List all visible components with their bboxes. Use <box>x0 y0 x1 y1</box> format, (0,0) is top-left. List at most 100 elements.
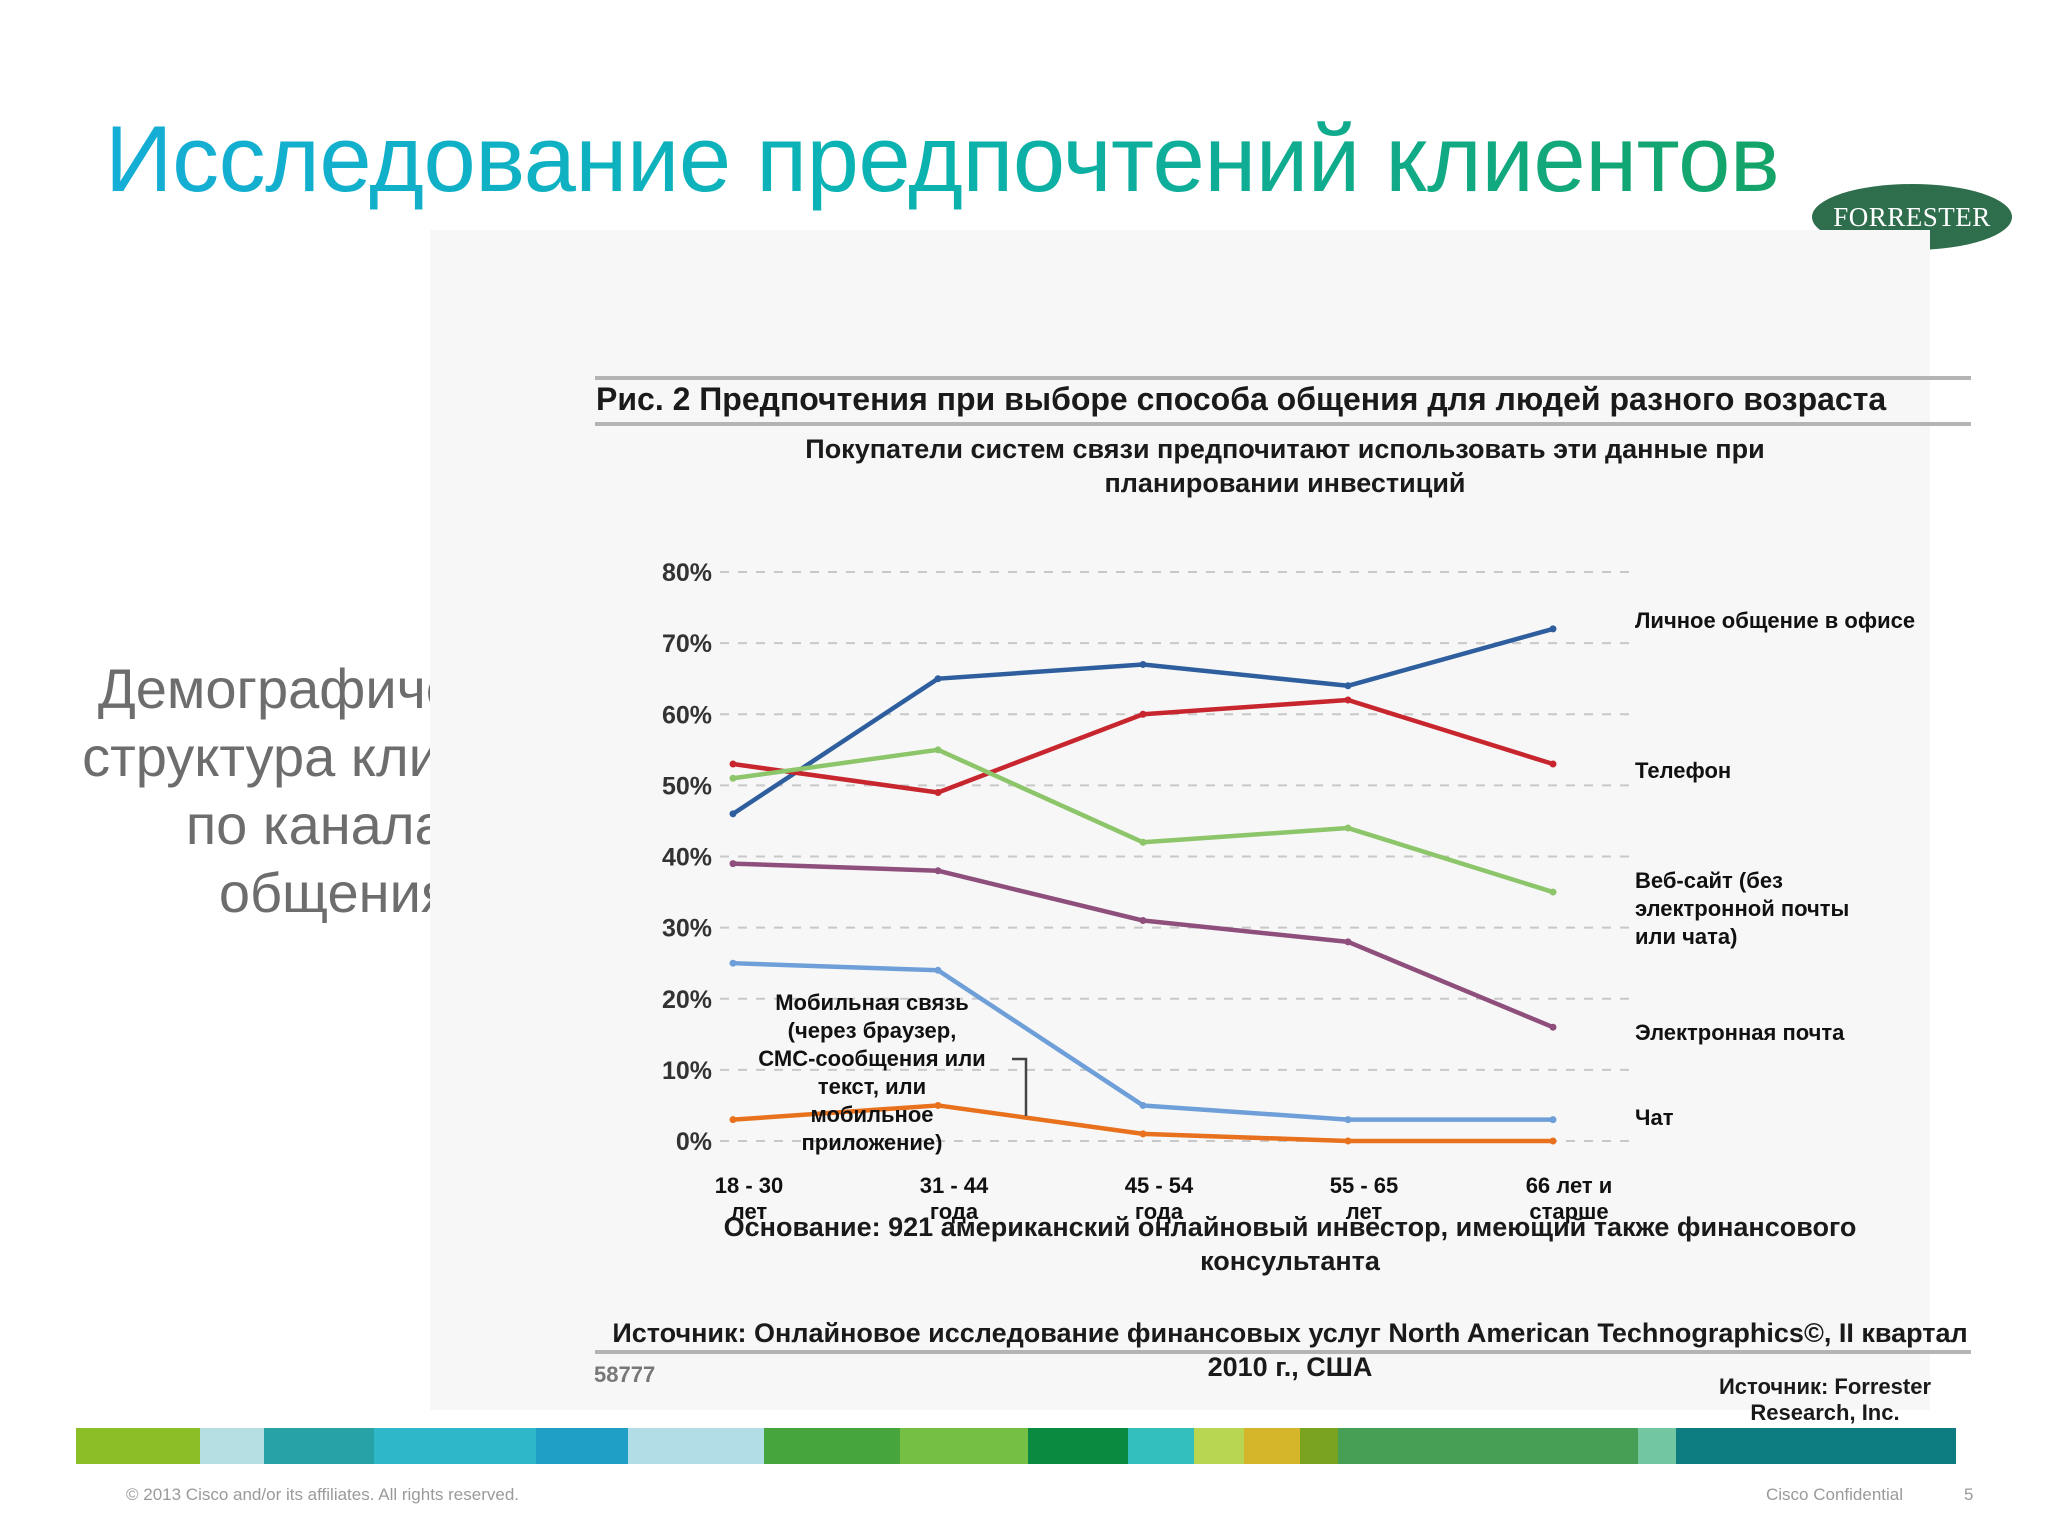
data-point <box>729 774 737 782</box>
y-tick-label: 10% <box>662 1057 712 1085</box>
chart-id: 58777 <box>594 1362 656 1387</box>
figure-subtitle: Покупатели систем связи предпочитают исп… <box>805 434 1765 498</box>
data-point <box>934 867 942 875</box>
x-tick-label-line: 66 лет и <box>1526 1173 1613 1198</box>
color-band-segment <box>1028 1428 1128 1464</box>
data-point <box>1549 760 1557 768</box>
y-tick-label: 60% <box>662 701 712 729</box>
x-tick-label-line: 18 - 30 <box>715 1173 784 1198</box>
series-label-2-line: или чата) <box>1635 924 1737 949</box>
data-point <box>1139 660 1147 668</box>
data-point <box>1549 1137 1557 1145</box>
color-band-segment <box>264 1428 374 1464</box>
color-band-segment <box>1638 1428 1676 1464</box>
color-band-segment <box>536 1428 628 1464</box>
x-tick-label: 31 - 44 года <box>920 1173 989 1224</box>
series-label-4: Чат <box>1635 1105 1674 1130</box>
data-point <box>934 746 942 754</box>
source-credit: Источник: Forrester Research, Inc. <box>1718 1374 1932 1425</box>
data-point <box>1549 888 1557 896</box>
data-point <box>1139 838 1147 846</box>
figure-title-rule <box>595 422 1971 426</box>
color-band-segment <box>628 1428 764 1464</box>
x-tick-label: 45 - 54 года <box>1125 1173 1194 1224</box>
y-tick-label: 20% <box>662 986 712 1014</box>
color-band-segment <box>764 1428 900 1464</box>
series-label-1-line: Телефон <box>1635 758 1731 783</box>
data-point <box>1344 938 1352 946</box>
data-point <box>934 788 942 796</box>
data-point <box>729 959 737 967</box>
data-point <box>934 675 942 683</box>
series-label-2: Веб-сайт (без электронной почты или чата) <box>1635 868 1849 949</box>
y-tick-label: 40% <box>662 844 712 872</box>
series-label-2-line: электронной почты <box>1635 896 1849 921</box>
chart-basis-note: Основание: 921 американский онлайновый и… <box>723 1212 1857 1276</box>
color-band-segment <box>1128 1428 1194 1464</box>
data-point <box>1344 1137 1352 1145</box>
data-point <box>1344 682 1352 690</box>
y-tick-label: 0% <box>676 1128 712 1156</box>
slide-title: Исследование предпочтений клиентов <box>105 106 1780 211</box>
data-point <box>1549 1023 1557 1031</box>
data-point <box>1344 696 1352 704</box>
series-label-5-line: Мобильная связь <box>775 990 969 1015</box>
series-label-3: Электронная почта <box>1635 1020 1845 1045</box>
data-point <box>1139 1130 1147 1138</box>
x-tick-label-line: года <box>1135 1199 1184 1224</box>
series-label-2-line: Веб-сайт (без <box>1635 868 1783 893</box>
x-tick-label-line: лет <box>1346 1199 1383 1224</box>
data-point <box>1549 625 1557 633</box>
color-band-segment <box>1300 1428 1338 1464</box>
footer-confidential: Cisco Confidential <box>1766 1485 1904 1504</box>
mobile-label-bracket <box>1012 1057 1028 1116</box>
series-label-5-line: (через браузер, <box>788 1018 957 1043</box>
x-tick-label: 55 - 65 лет <box>1330 1173 1399 1224</box>
y-tick-label: 70% <box>662 630 712 658</box>
figure-bottom-rule <box>595 1350 1971 1354</box>
data-point <box>1139 917 1147 925</box>
data-point <box>729 810 737 818</box>
series-label-5: Мобильная связь (через браузер, СМС-сообще… <box>758 990 985 1155</box>
series-label-5-line: текст, или <box>818 1074 926 1099</box>
color-band-segment <box>1244 1428 1300 1464</box>
x-tick-label-line: 31 - 44 <box>920 1173 989 1198</box>
x-tick-label-line: 45 - 54 <box>1125 1173 1194 1198</box>
series-label-0-line: Личное общение в офисе <box>1635 608 1915 633</box>
color-band-segment <box>200 1428 264 1464</box>
x-tick-label-line: лет <box>731 1199 768 1224</box>
data-point <box>729 1116 737 1124</box>
chart-source-note: Источник: Онлайновое исследование финанс… <box>612 1318 1968 1382</box>
x-tick-label-line: года <box>930 1199 979 1224</box>
series-line-2 <box>730 747 1556 895</box>
y-tick-label: 50% <box>662 772 712 800</box>
series-label-1: Телефон <box>1635 758 1731 783</box>
figure-top-rule <box>595 376 1971 380</box>
figure-panel <box>430 230 1930 1410</box>
color-band-segment <box>1338 1428 1638 1464</box>
page-number: 5 <box>1964 1485 1974 1504</box>
color-band-segment <box>1676 1428 1956 1464</box>
series-label-5-line: приложение) <box>801 1130 942 1155</box>
data-point <box>1549 1116 1557 1124</box>
series-label-5-line: мобильное <box>811 1102 934 1127</box>
color-band-segment <box>1194 1428 1244 1464</box>
x-tick-label: 66 лет и старше <box>1526 1173 1613 1224</box>
x-tick-label-line: 55 - 65 <box>1330 1173 1399 1198</box>
data-point <box>1139 710 1147 718</box>
footer-color-band <box>76 1428 1974 1464</box>
data-point <box>1139 1101 1147 1109</box>
y-tick-label: 80% <box>662 559 712 587</box>
series-label-0: Личное общение в офисе <box>1635 608 1915 633</box>
series-label-3-line: Электронная почта <box>1635 1020 1845 1045</box>
color-band-segment <box>76 1428 200 1464</box>
data-point <box>1344 1116 1352 1124</box>
data-point <box>729 760 737 768</box>
series-label-4-line: Чат <box>1635 1105 1674 1130</box>
color-band-segment <box>900 1428 1028 1464</box>
data-point <box>1344 824 1352 832</box>
x-tick-label: 18 - 30 лет <box>715 1173 784 1224</box>
color-band-segment <box>374 1428 536 1464</box>
x-tick-label-line: старше <box>1529 1199 1608 1224</box>
